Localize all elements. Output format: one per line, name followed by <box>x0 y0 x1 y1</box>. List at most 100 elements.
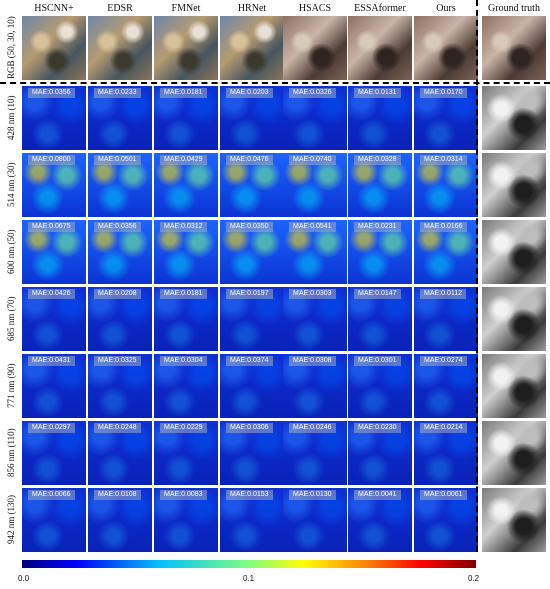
error-map: MAE:0.0301 <box>348 354 412 418</box>
rgb-image <box>414 16 478 80</box>
ground-truth-image <box>482 153 546 217</box>
error-map: MAE:0.0230 <box>348 421 412 485</box>
mae-label: MAE:0.0476 <box>226 155 273 165</box>
row-label: 856 nm (110) <box>6 428 16 478</box>
colorbar-tick-max: 0.2 <box>468 574 480 583</box>
column-title: HSCNN+ <box>34 3 74 14</box>
error-map: MAE:0.0308 <box>283 354 347 418</box>
mae-label: MAE:0.0304 <box>160 356 207 366</box>
row-label: 600 nm (50) <box>6 229 16 275</box>
error-map: MAE:0.0041 <box>348 488 412 552</box>
error-map: MAE:0.0356 <box>88 220 152 284</box>
error-map: MAE:0.0233 <box>88 86 152 150</box>
error-map: MAE:0.0303 <box>283 287 347 351</box>
mae-label: MAE:0.0130 <box>289 490 336 500</box>
mae-label: MAE:0.0230 <box>354 423 401 433</box>
error-map: MAE:0.0312 <box>154 220 218 284</box>
rgb-image <box>283 16 347 80</box>
rgb-image <box>482 16 546 80</box>
dashed-separator-vertical <box>476 0 478 552</box>
ground-truth-image <box>482 421 546 485</box>
column-title: EDSR <box>107 3 133 14</box>
error-map: MAE:0.0274 <box>414 354 478 418</box>
column-title: Ground truth <box>488 3 540 14</box>
error-map: MAE:0.0431 <box>22 354 86 418</box>
mae-label: MAE:0.0166 <box>420 222 467 232</box>
error-map: MAE:0.0197 <box>220 287 284 351</box>
ground-truth-image <box>482 354 546 418</box>
mae-label: MAE:0.0301 <box>354 356 401 366</box>
mae-label: MAE:0.0153 <box>226 490 273 500</box>
mae-label: MAE:0.0108 <box>94 490 141 500</box>
row-label: 685 nm (70) <box>6 296 16 342</box>
mae-label: MAE:0.0350 <box>226 222 273 232</box>
mae-label: MAE:0.0208 <box>94 289 141 299</box>
mae-label: MAE:0.0431 <box>28 356 75 366</box>
error-map: MAE:0.0066 <box>22 488 86 552</box>
mae-label: MAE:0.0426 <box>28 289 75 299</box>
mae-label: MAE:0.0326 <box>289 88 336 98</box>
error-map: MAE:0.0314 <box>414 153 478 217</box>
error-map: MAE:0.0083 <box>154 488 218 552</box>
error-map: MAE:0.0429 <box>154 153 218 217</box>
error-map: MAE:0.0131 <box>348 86 412 150</box>
rgb-image <box>22 16 86 80</box>
mae-label: MAE:0.0233 <box>94 88 141 98</box>
error-map: MAE:0.0501 <box>88 153 152 217</box>
mae-label: MAE:0.0061 <box>420 490 467 500</box>
error-map: MAE:0.0153 <box>220 488 284 552</box>
ground-truth-image <box>482 86 546 150</box>
error-map: MAE:0.0297 <box>22 421 86 485</box>
error-map: MAE:0.0476 <box>220 153 284 217</box>
mae-label: MAE:0.0306 <box>226 423 273 433</box>
error-map: MAE:0.0675 <box>22 220 86 284</box>
error-map: MAE:0.0246 <box>283 421 347 485</box>
error-map: MAE:0.0208 <box>88 287 152 351</box>
rgb-image <box>348 16 412 80</box>
mae-label: MAE:0.0181 <box>160 289 207 299</box>
error-map: MAE:0.0541 <box>283 220 347 284</box>
row-label: 514 nm (30) <box>6 162 16 208</box>
rgb-image <box>220 16 284 80</box>
ground-truth-image <box>482 287 546 351</box>
error-map: MAE:0.0231 <box>348 220 412 284</box>
mae-label: MAE:0.0429 <box>160 155 207 165</box>
mae-label: MAE:0.0312 <box>160 222 207 232</box>
mae-label: MAE:0.0231 <box>354 222 401 232</box>
mae-label: MAE:0.0541 <box>289 222 336 232</box>
column-title: HRNet <box>237 3 267 14</box>
mae-label: MAE:0.0246 <box>289 423 336 433</box>
error-map: MAE:0.0181 <box>154 287 218 351</box>
mae-label: MAE:0.0214 <box>420 423 467 433</box>
column-title: Ours <box>436 3 456 14</box>
mae-label: MAE:0.0170 <box>420 88 467 98</box>
error-map: MAE:0.0061 <box>414 488 478 552</box>
error-map: MAE:0.0229 <box>154 421 218 485</box>
column-title: FMNet <box>171 3 201 14</box>
mae-label: MAE:0.0314 <box>420 155 467 165</box>
colorbar <box>22 560 476 568</box>
mae-label: MAE:0.0374 <box>226 356 273 366</box>
mae-label: MAE:0.0041 <box>354 490 401 500</box>
error-map: MAE:0.0304 <box>154 354 218 418</box>
mae-label: MAE:0.0112 <box>420 289 467 299</box>
mae-label: MAE:0.0083 <box>160 490 207 500</box>
rgb-image <box>154 16 218 80</box>
error-map: MAE:0.0166 <box>414 220 478 284</box>
error-map: MAE:0.0426 <box>22 287 86 351</box>
mae-label: MAE:0.0325 <box>94 356 141 366</box>
mae-label: MAE:0.0147 <box>354 289 401 299</box>
error-map: MAE:0.0214 <box>414 421 478 485</box>
column-title: HSACS <box>298 3 332 14</box>
error-map: MAE:0.0147 <box>348 287 412 351</box>
colorbar-tick-mid: 0.1 <box>243 574 255 583</box>
mae-label: MAE:0.0501 <box>94 155 141 165</box>
ground-truth-image <box>482 488 546 552</box>
mae-label: MAE:0.0356 <box>28 88 75 98</box>
mae-label: MAE:0.0229 <box>160 423 207 433</box>
error-map: MAE:0.0350 <box>220 220 284 284</box>
mae-label: MAE:0.0203 <box>226 88 273 98</box>
mae-label: MAE:0.0066 <box>28 490 75 500</box>
mae-label: MAE:0.0131 <box>354 88 401 98</box>
error-map: MAE:0.0326 <box>283 86 347 150</box>
